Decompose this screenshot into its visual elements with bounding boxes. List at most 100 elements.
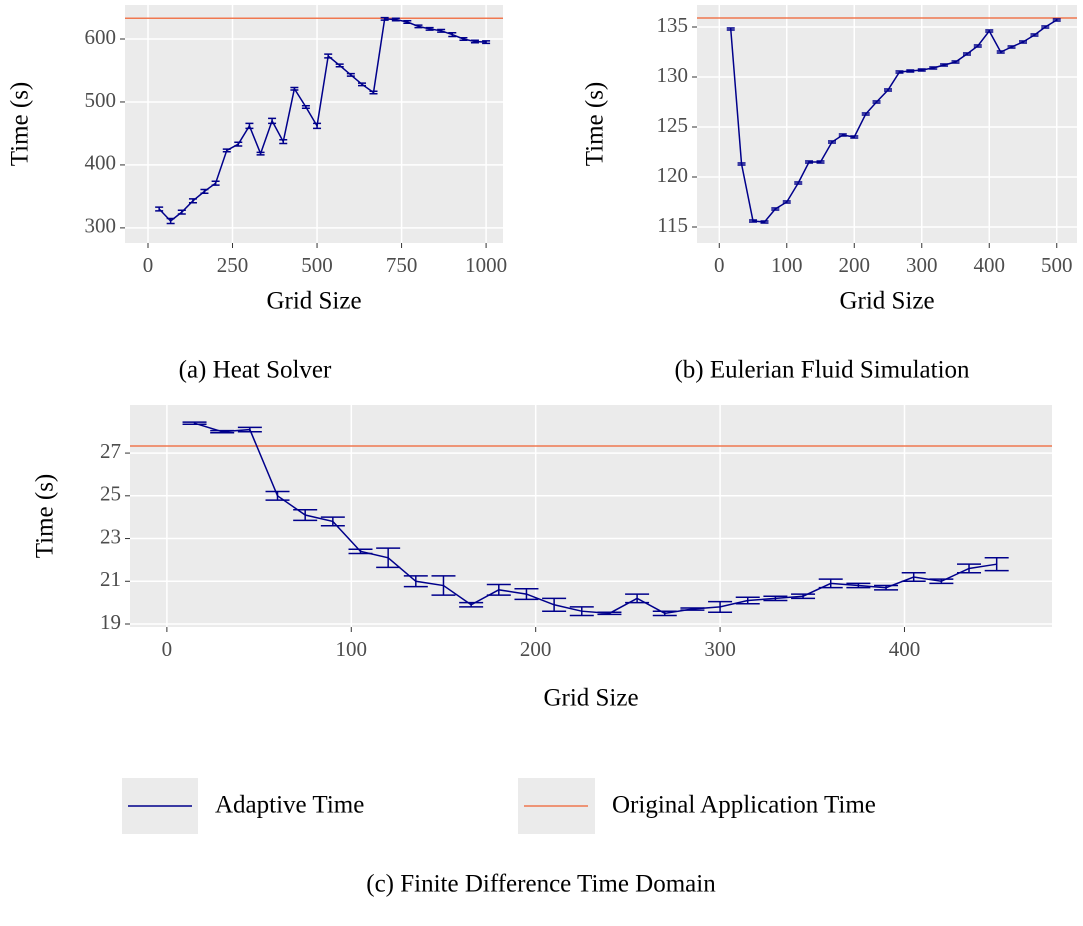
- x-tick-label: 0: [162, 637, 173, 661]
- error-bar: [760, 220, 769, 224]
- error-bar: [625, 593, 650, 604]
- error-bar: [256, 151, 265, 156]
- error-bar: [749, 219, 758, 223]
- error-bar: [313, 122, 322, 130]
- plot-background: [697, 5, 1077, 243]
- error-bar: [346, 72, 355, 77]
- x-tick-label: 100: [771, 253, 803, 277]
- error-bar: [816, 160, 825, 164]
- error-bar: [973, 44, 982, 48]
- error-bar: [403, 575, 428, 588]
- error-bar: [324, 53, 333, 59]
- y-tick-label: 120: [657, 163, 689, 187]
- x-axis-label: Grid Size: [839, 288, 934, 315]
- error-bar: [376, 547, 401, 569]
- error-bar: [290, 86, 299, 91]
- x-tick-label: 200: [839, 253, 871, 277]
- error-bar: [380, 16, 389, 21]
- error-bar: [827, 140, 836, 144]
- x-tick-label: 1000: [465, 253, 507, 277]
- error-bar: [1007, 45, 1016, 49]
- error-bar: [166, 217, 175, 225]
- error-bar: [874, 584, 899, 591]
- legend-label: Original Application Time: [612, 792, 876, 819]
- x-tick-label: 300: [906, 253, 938, 277]
- error-bar: [895, 70, 904, 74]
- error-bar: [597, 611, 622, 616]
- error-bar: [200, 188, 209, 195]
- error-bar: [1019, 40, 1027, 44]
- error-bar: [542, 597, 567, 612]
- y-axis-label: Time (s): [32, 474, 59, 559]
- error-bar: [708, 600, 733, 614]
- error-bar: [984, 557, 1009, 572]
- error-bar: [514, 588, 539, 601]
- y-tick-label: 135: [657, 13, 689, 37]
- y-axis-label: Time (s): [7, 82, 34, 167]
- error-bar: [901, 571, 926, 583]
- error-bar: [403, 19, 412, 25]
- x-tick-label: 0: [143, 253, 154, 277]
- x-tick-label: 750: [386, 253, 418, 277]
- error-bar: [486, 583, 511, 596]
- error-bar: [805, 160, 814, 164]
- y-tick-label: 23: [100, 524, 121, 548]
- y-tick-label: 19: [100, 610, 121, 634]
- error-bar: [210, 429, 235, 434]
- error-bar: [245, 122, 254, 130]
- x-tick-label: 200: [520, 637, 552, 661]
- error-bar: [391, 17, 400, 22]
- error-bar: [680, 607, 705, 611]
- error-bar: [335, 63, 344, 68]
- error-bar: [726, 27, 735, 31]
- y-tick-label: 25: [100, 482, 121, 506]
- error-bar: [268, 117, 277, 125]
- y-tick-label: 27: [100, 439, 121, 463]
- error-bar: [188, 198, 197, 204]
- caption: (c) Finite Difference Time Domain: [366, 871, 716, 898]
- error-bar: [459, 36, 468, 42]
- x-tick-label: 100: [336, 637, 368, 661]
- error-bar: [470, 39, 479, 44]
- y-tick-label: 130: [657, 63, 689, 87]
- error-bar: [872, 100, 881, 104]
- x-axis-label: Grid Size: [543, 685, 638, 712]
- error-bar: [846, 582, 871, 589]
- x-tick-label: 0: [714, 253, 725, 277]
- error-bar: [265, 490, 290, 501]
- y-tick-label: 125: [657, 113, 689, 137]
- x-tick-label: 250: [217, 253, 249, 277]
- error-bar: [850, 135, 859, 139]
- error-bar: [838, 133, 847, 137]
- x-tick-label: 500: [1041, 253, 1073, 277]
- error-bar: [985, 29, 994, 33]
- y-tick-label: 600: [85, 25, 117, 49]
- error-bar: [155, 206, 164, 212]
- plot-background: [130, 405, 1052, 627]
- error-bar: [237, 426, 262, 433]
- error-bar: [1041, 25, 1050, 29]
- error-bar: [293, 508, 318, 522]
- error-bar: [1030, 33, 1039, 37]
- error-bar: [794, 181, 803, 185]
- y-axis-label: Time (s): [582, 82, 609, 167]
- error-bar: [951, 60, 960, 64]
- error-bar: [818, 578, 843, 589]
- error-bar: [459, 601, 484, 608]
- error-bar: [448, 31, 457, 38]
- error-bar: [737, 162, 746, 166]
- x-tick-label: 500: [301, 253, 333, 277]
- x-tick-label: 300: [704, 637, 736, 661]
- x-tick-label: 400: [974, 253, 1006, 277]
- x-axis-label: Grid Size: [266, 288, 361, 315]
- error-bar: [211, 180, 220, 186]
- error-bar: [763, 595, 788, 602]
- legend-label: Adaptive Time: [215, 792, 364, 819]
- error-bar: [482, 40, 491, 45]
- error-bar: [348, 548, 373, 555]
- error-bar: [996, 50, 1005, 54]
- y-tick-label: 115: [657, 213, 688, 237]
- error-bar: [234, 141, 243, 147]
- error-bar: [569, 606, 594, 617]
